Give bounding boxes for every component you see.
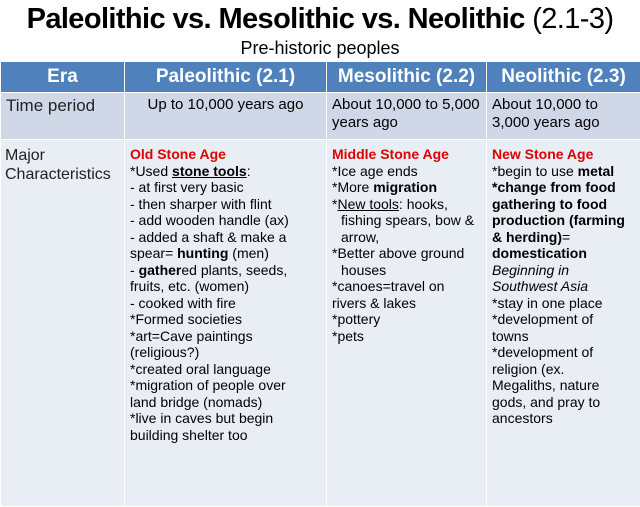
text-emphasis: New tools bbox=[337, 196, 398, 212]
comparison-table: Era Paleolithic (2.1) Mesolithic (2.2) N… bbox=[0, 61, 640, 507]
text: *begin to use bbox=[492, 163, 578, 179]
header-era: Era bbox=[1, 62, 125, 93]
text-emphasis: gather bbox=[139, 262, 182, 278]
cell-paleo-characteristics: Old Stone Age *Used stone tools: - at fi… bbox=[125, 140, 327, 507]
text-emphasis: migration bbox=[373, 179, 437, 195]
neo-line: gathering to food bbox=[492, 196, 635, 213]
text-emphasis: hunting bbox=[177, 245, 228, 261]
neo-line: Southwest Asia bbox=[492, 278, 635, 295]
meso-line: *pottery bbox=[332, 311, 481, 328]
paleo-line: - at first very basic bbox=[130, 179, 321, 196]
text: ed plants, seeds, bbox=[181, 262, 287, 278]
paleo-line: *migration of people over bbox=[130, 377, 321, 394]
row-label-characteristics: Major Characteristics bbox=[1, 140, 125, 507]
neo-line: *begin to use metal bbox=[492, 163, 635, 180]
table-row-time-period: Time period Up to 10,000 years ago About… bbox=[1, 93, 640, 140]
cell-neo-time: About 10,000 to 3,000 years ago bbox=[487, 93, 640, 140]
row-label-time-period: Time period bbox=[1, 93, 125, 140]
text: spear= bbox=[130, 245, 177, 261]
meso-line: houses bbox=[332, 262, 481, 279]
meso-line: *New tools: hooks, bbox=[332, 196, 481, 213]
paleo-line: - then sharper with flint bbox=[130, 196, 321, 213]
paleo-line: spear= hunting (men) bbox=[130, 245, 321, 262]
cell-meso-characteristics: Middle Stone Age *Ice age ends *More mig… bbox=[327, 140, 487, 507]
paleo-line: - added a shaft & make a bbox=[130, 229, 321, 246]
paleo-line: - cooked with fire bbox=[130, 295, 321, 312]
paleo-line: *Formed societies bbox=[130, 311, 321, 328]
meso-line: *canoes=travel on bbox=[332, 278, 481, 295]
text: (men) bbox=[228, 245, 268, 261]
paleo-line: *created oral language bbox=[130, 361, 321, 378]
neo-line: Beginning in bbox=[492, 262, 635, 279]
paleo-line: land bridge (nomads) bbox=[130, 394, 321, 411]
meso-line: arrow, bbox=[332, 229, 481, 246]
table-row-characteristics: Major Characteristics Old Stone Age *Use… bbox=[1, 140, 640, 507]
cell-paleo-time: Up to 10,000 years ago bbox=[125, 93, 327, 140]
neo-line: ancestors bbox=[492, 410, 635, 427]
neo-age-heading: New Stone Age bbox=[492, 146, 635, 163]
paleo-line: *Used stone tools: bbox=[130, 163, 321, 180]
meso-line: *Ice age ends bbox=[332, 163, 481, 180]
paleo-age-heading: Old Stone Age bbox=[130, 146, 321, 163]
meso-line: *More migration bbox=[332, 179, 481, 196]
neo-line: gods, and pray to bbox=[492, 394, 635, 411]
neo-line: production (farming bbox=[492, 212, 635, 229]
cell-neo-characteristics: New Stone Age *begin to use metal *chang… bbox=[487, 140, 640, 507]
text: : hooks, bbox=[399, 196, 448, 212]
paleo-line: *live in caves but begin bbox=[130, 410, 321, 427]
neo-line: *stay in one place bbox=[492, 295, 635, 312]
text: *More bbox=[332, 179, 373, 195]
text: = bbox=[562, 229, 570, 245]
paleo-line: *art=Cave paintings bbox=[130, 328, 321, 345]
meso-age-heading: Middle Stone Age bbox=[332, 146, 481, 163]
meso-line: *Better above ground bbox=[332, 245, 481, 262]
meso-line: rivers & lakes bbox=[332, 295, 481, 312]
neo-line: *development of bbox=[492, 344, 635, 361]
paleo-line: fruits, etc. (women) bbox=[130, 278, 321, 295]
neo-line: *change from food bbox=[492, 179, 635, 196]
neo-line: Megaliths, nature bbox=[492, 377, 635, 394]
title-main: Paleolithic vs. Mesolithic vs. Neolithic bbox=[27, 3, 525, 35]
neo-line: & herding)= bbox=[492, 229, 635, 246]
header-row: Era Paleolithic (2.1) Mesolithic (2.2) N… bbox=[1, 62, 640, 93]
text: : bbox=[247, 163, 251, 179]
meso-line: *pets bbox=[332, 328, 481, 345]
paleo-line: - gathered plants, seeds, bbox=[130, 262, 321, 279]
text-emphasis: stone tools bbox=[172, 163, 247, 179]
paleo-line: - add wooden handle (ax) bbox=[130, 212, 321, 229]
header-paleolithic: Paleolithic (2.1) bbox=[125, 62, 327, 93]
neo-line: religion (ex. bbox=[492, 361, 635, 378]
cell-meso-time: About 10,000 to 5,000 years ago bbox=[327, 93, 487, 140]
paleo-line: building shelter too bbox=[130, 427, 321, 444]
paleo-line: (religious?) bbox=[130, 344, 321, 361]
header-mesolithic: Mesolithic (2.2) bbox=[327, 62, 487, 93]
meso-line: fishing spears, bow & bbox=[332, 212, 481, 229]
header-neolithic: Neolithic (2.3) bbox=[487, 62, 640, 93]
neo-line: domestication bbox=[492, 245, 635, 262]
text-emphasis: & herding) bbox=[492, 229, 562, 245]
text-emphasis: metal bbox=[578, 163, 615, 179]
page-subtitle: Pre-historic peoples bbox=[0, 37, 640, 61]
title-suffix: (2.1-3) bbox=[532, 3, 613, 35]
page-title: Paleolithic vs. Mesolithic vs. Neolithic… bbox=[0, 0, 640, 38]
neo-line: towns bbox=[492, 328, 635, 345]
neo-line: *development of bbox=[492, 311, 635, 328]
text: - bbox=[130, 262, 139, 278]
text: *Used bbox=[130, 163, 172, 179]
